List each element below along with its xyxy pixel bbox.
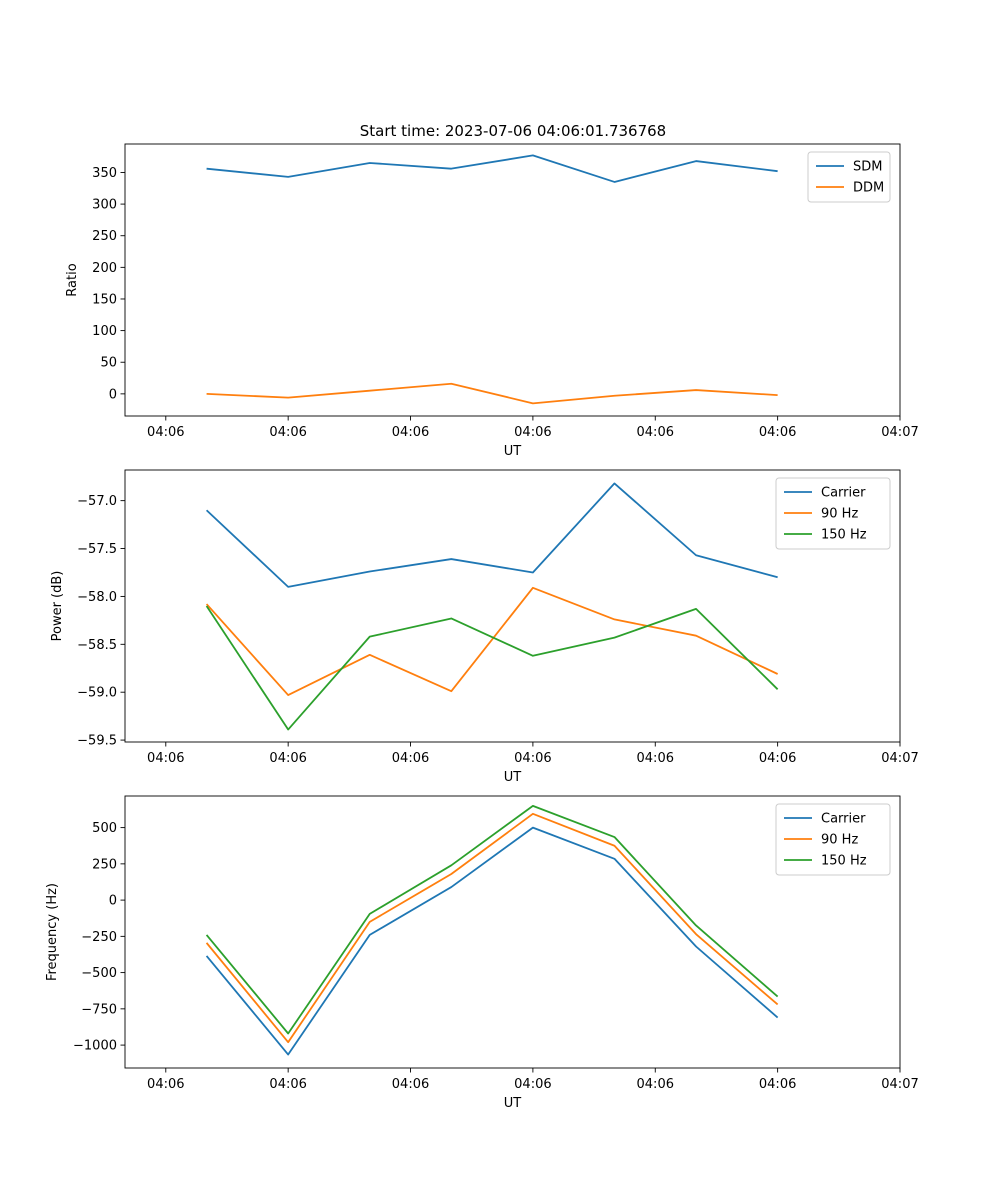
power-ylabel: Power (dB) [50, 571, 65, 642]
power-legend-label: Carrier [821, 486, 866, 501]
power-xtick-label: 04:06 [759, 751, 796, 766]
ratio-ytick-label: 200 [92, 261, 117, 276]
frequency-ytick-label: 250 [92, 857, 117, 872]
ratio-legend [807, 151, 891, 203]
frequency-series-90-hz-line [205, 812, 779, 1044]
frequency-series-150-hz-line [205, 804, 779, 1035]
power-panel: −59.5 −59.0 −58.5 −58.0 −57.5 −57.0 04:06 04:06… [50, 469, 919, 785]
ratio-xtick-label: 04:06 [269, 425, 306, 440]
ratio-panel: 0 50 100 150 200 250 300 350 04:06 04:06 04:06 04:0… [65, 143, 919, 459]
power-xtick-label: 04:06 [514, 751, 551, 766]
ratio-plot-area [124, 143, 901, 417]
frequency-xtick-label: 04:06 [514, 1077, 551, 1092]
frequency-xtick-label: 04:06 [147, 1077, 184, 1092]
frequency-ylabel: Frequency (Hz) [45, 883, 60, 981]
frequency-ytick-label: −500 [81, 966, 117, 981]
ratio-legend-label: SDM [853, 160, 882, 175]
frequency-xlabel: UT [504, 1096, 522, 1111]
ratio-ylabel: Ratio [65, 263, 80, 296]
power-xtick-label: 04:06 [637, 751, 674, 766]
frequency-legend [775, 803, 891, 876]
power-ytick-label: −57.5 [77, 542, 117, 557]
ratio-ytick-label: 0 [109, 387, 117, 402]
frequency-xtick-label: 04:06 [392, 1077, 429, 1092]
power-series-90-hz-line [205, 586, 779, 696]
frequency-legend-label: 150 Hz [821, 854, 867, 869]
ratio-ytick-label: 350 [92, 166, 117, 181]
ratio-ytick-label: 100 [92, 324, 117, 339]
figure-title: Start time: 2023-07-06 04:06:01.736768 [360, 122, 666, 140]
power-series-150-hz-line [205, 605, 779, 731]
power-legend [775, 477, 891, 550]
ratio-legend-label: DDM [853, 181, 884, 196]
frequency-ytick-label: −250 [81, 930, 117, 945]
power-ytick-label: −59.5 [77, 734, 117, 749]
ratio-xtick-label: 04:06 [147, 425, 184, 440]
frequency-xtick-label: 04:06 [637, 1077, 674, 1092]
power-series-carrier-line [205, 482, 778, 588]
power-legend-label: 150 Hz [821, 528, 867, 543]
ratio-ytick-label: 150 [92, 292, 117, 307]
frequency-plot-area [124, 795, 901, 1069]
frequency-xtick-label: 04:07 [881, 1077, 918, 1092]
frequency-ytick-label: −1000 [73, 1039, 117, 1054]
power-plot-area [124, 469, 901, 743]
ratio-series-ddm-line [206, 382, 778, 405]
ratio-xtick-label: 04:06 [759, 425, 796, 440]
power-ytick-label: −59.0 [77, 686, 117, 701]
power-xtick-label: 04:06 [269, 751, 306, 766]
ratio-xtick-label: 04:06 [392, 425, 429, 440]
power-xtick-label: 04:06 [147, 751, 184, 766]
ratio-series-sdm-line [206, 154, 778, 183]
ratio-xtick-label: 04:06 [637, 425, 674, 440]
frequency-legend-label: Carrier [821, 812, 866, 827]
power-xtick-label: 04:06 [392, 751, 429, 766]
frequency-series-carrier-line [205, 826, 779, 1056]
frequency-legend-label: 90 Hz [821, 833, 858, 848]
frequency-xtick-label: 04:06 [269, 1077, 306, 1092]
frequency-ytick-label: 0 [109, 894, 117, 909]
power-ytick-label: −57.0 [77, 494, 117, 509]
ratio-ytick-label: 300 [92, 198, 117, 213]
power-xlabel: UT [504, 770, 522, 785]
ratio-ytick-label: 50 [100, 356, 117, 371]
power-legend-label: 90 Hz [821, 507, 858, 522]
ratio-xtick-label: 04:06 [514, 425, 551, 440]
power-ytick-label: −58.0 [77, 590, 117, 605]
ratio-xtick-label: 04:07 [881, 425, 918, 440]
frequency-panel: −1000 −750 −500 −250 0 250 500 04:06 04:06 04:06 0… [45, 795, 919, 1111]
power-ytick-label: −58.5 [77, 638, 117, 653]
power-xtick-label: 04:07 [881, 751, 918, 766]
frequency-ytick-label: −750 [81, 1002, 117, 1017]
ratio-xlabel: UT [504, 444, 522, 459]
frequency-ytick-label: 500 [92, 821, 117, 836]
ratio-ytick-label: 250 [92, 229, 117, 244]
frequency-xtick-label: 04:06 [759, 1077, 796, 1092]
